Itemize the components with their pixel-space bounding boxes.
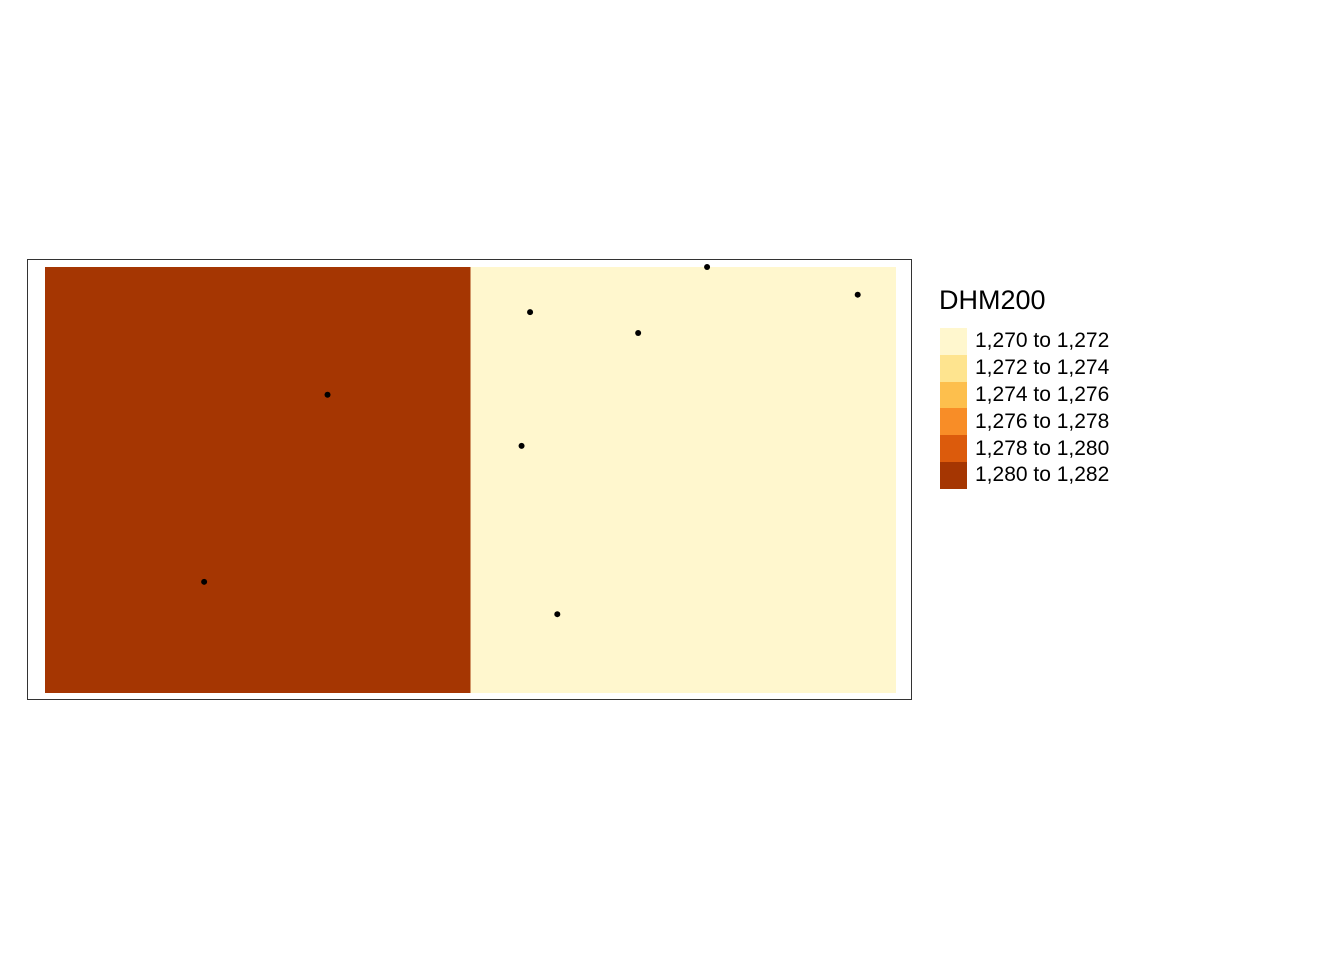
raster-cell: [470, 267, 896, 693]
legend-entries: 1,270 to 1,272 1,272 to 1,274 1,274 to 1,2…: [939, 328, 1109, 489]
legend-item: 1,274 to 1,276: [939, 381, 1110, 409]
legend-item: 1,278 to 1,280: [939, 435, 1109, 462]
legend-swatch: [940, 461, 967, 489]
legend-swatch: [940, 354, 967, 382]
legend-title: DHM200: [939, 285, 1046, 315]
legend-swatch: [940, 435, 967, 462]
legend-item: 1,270 to 1,272: [939, 328, 1109, 355]
legend-item: 1,272 to 1,274: [939, 354, 1110, 382]
legend-swatch: [940, 328, 967, 355]
legend-swatch: [940, 381, 967, 409]
legend-label: 1,276 to 1,278: [975, 409, 1110, 433]
legend-item: 1,280 to 1,282: [939, 461, 1110, 489]
legend: DHM200 1,270 to 1,272 1,272 to 1,274 1,274…: [939, 284, 1109, 489]
legend-swatch: [940, 408, 967, 436]
legend-item: 1,276 to 1,278: [939, 408, 1110, 436]
legend-label: 1,270 to 1,272: [975, 329, 1110, 353]
legend-label: 1,278 to 1,280: [975, 436, 1110, 460]
raster-cell: [45, 267, 471, 693]
legend-label: 1,272 to 1,274: [975, 356, 1110, 380]
legend-label: 1,274 to 1,276: [975, 382, 1110, 406]
legend-label: 1,280 to 1,282: [975, 463, 1110, 487]
elevation-raster: [45, 267, 896, 693]
